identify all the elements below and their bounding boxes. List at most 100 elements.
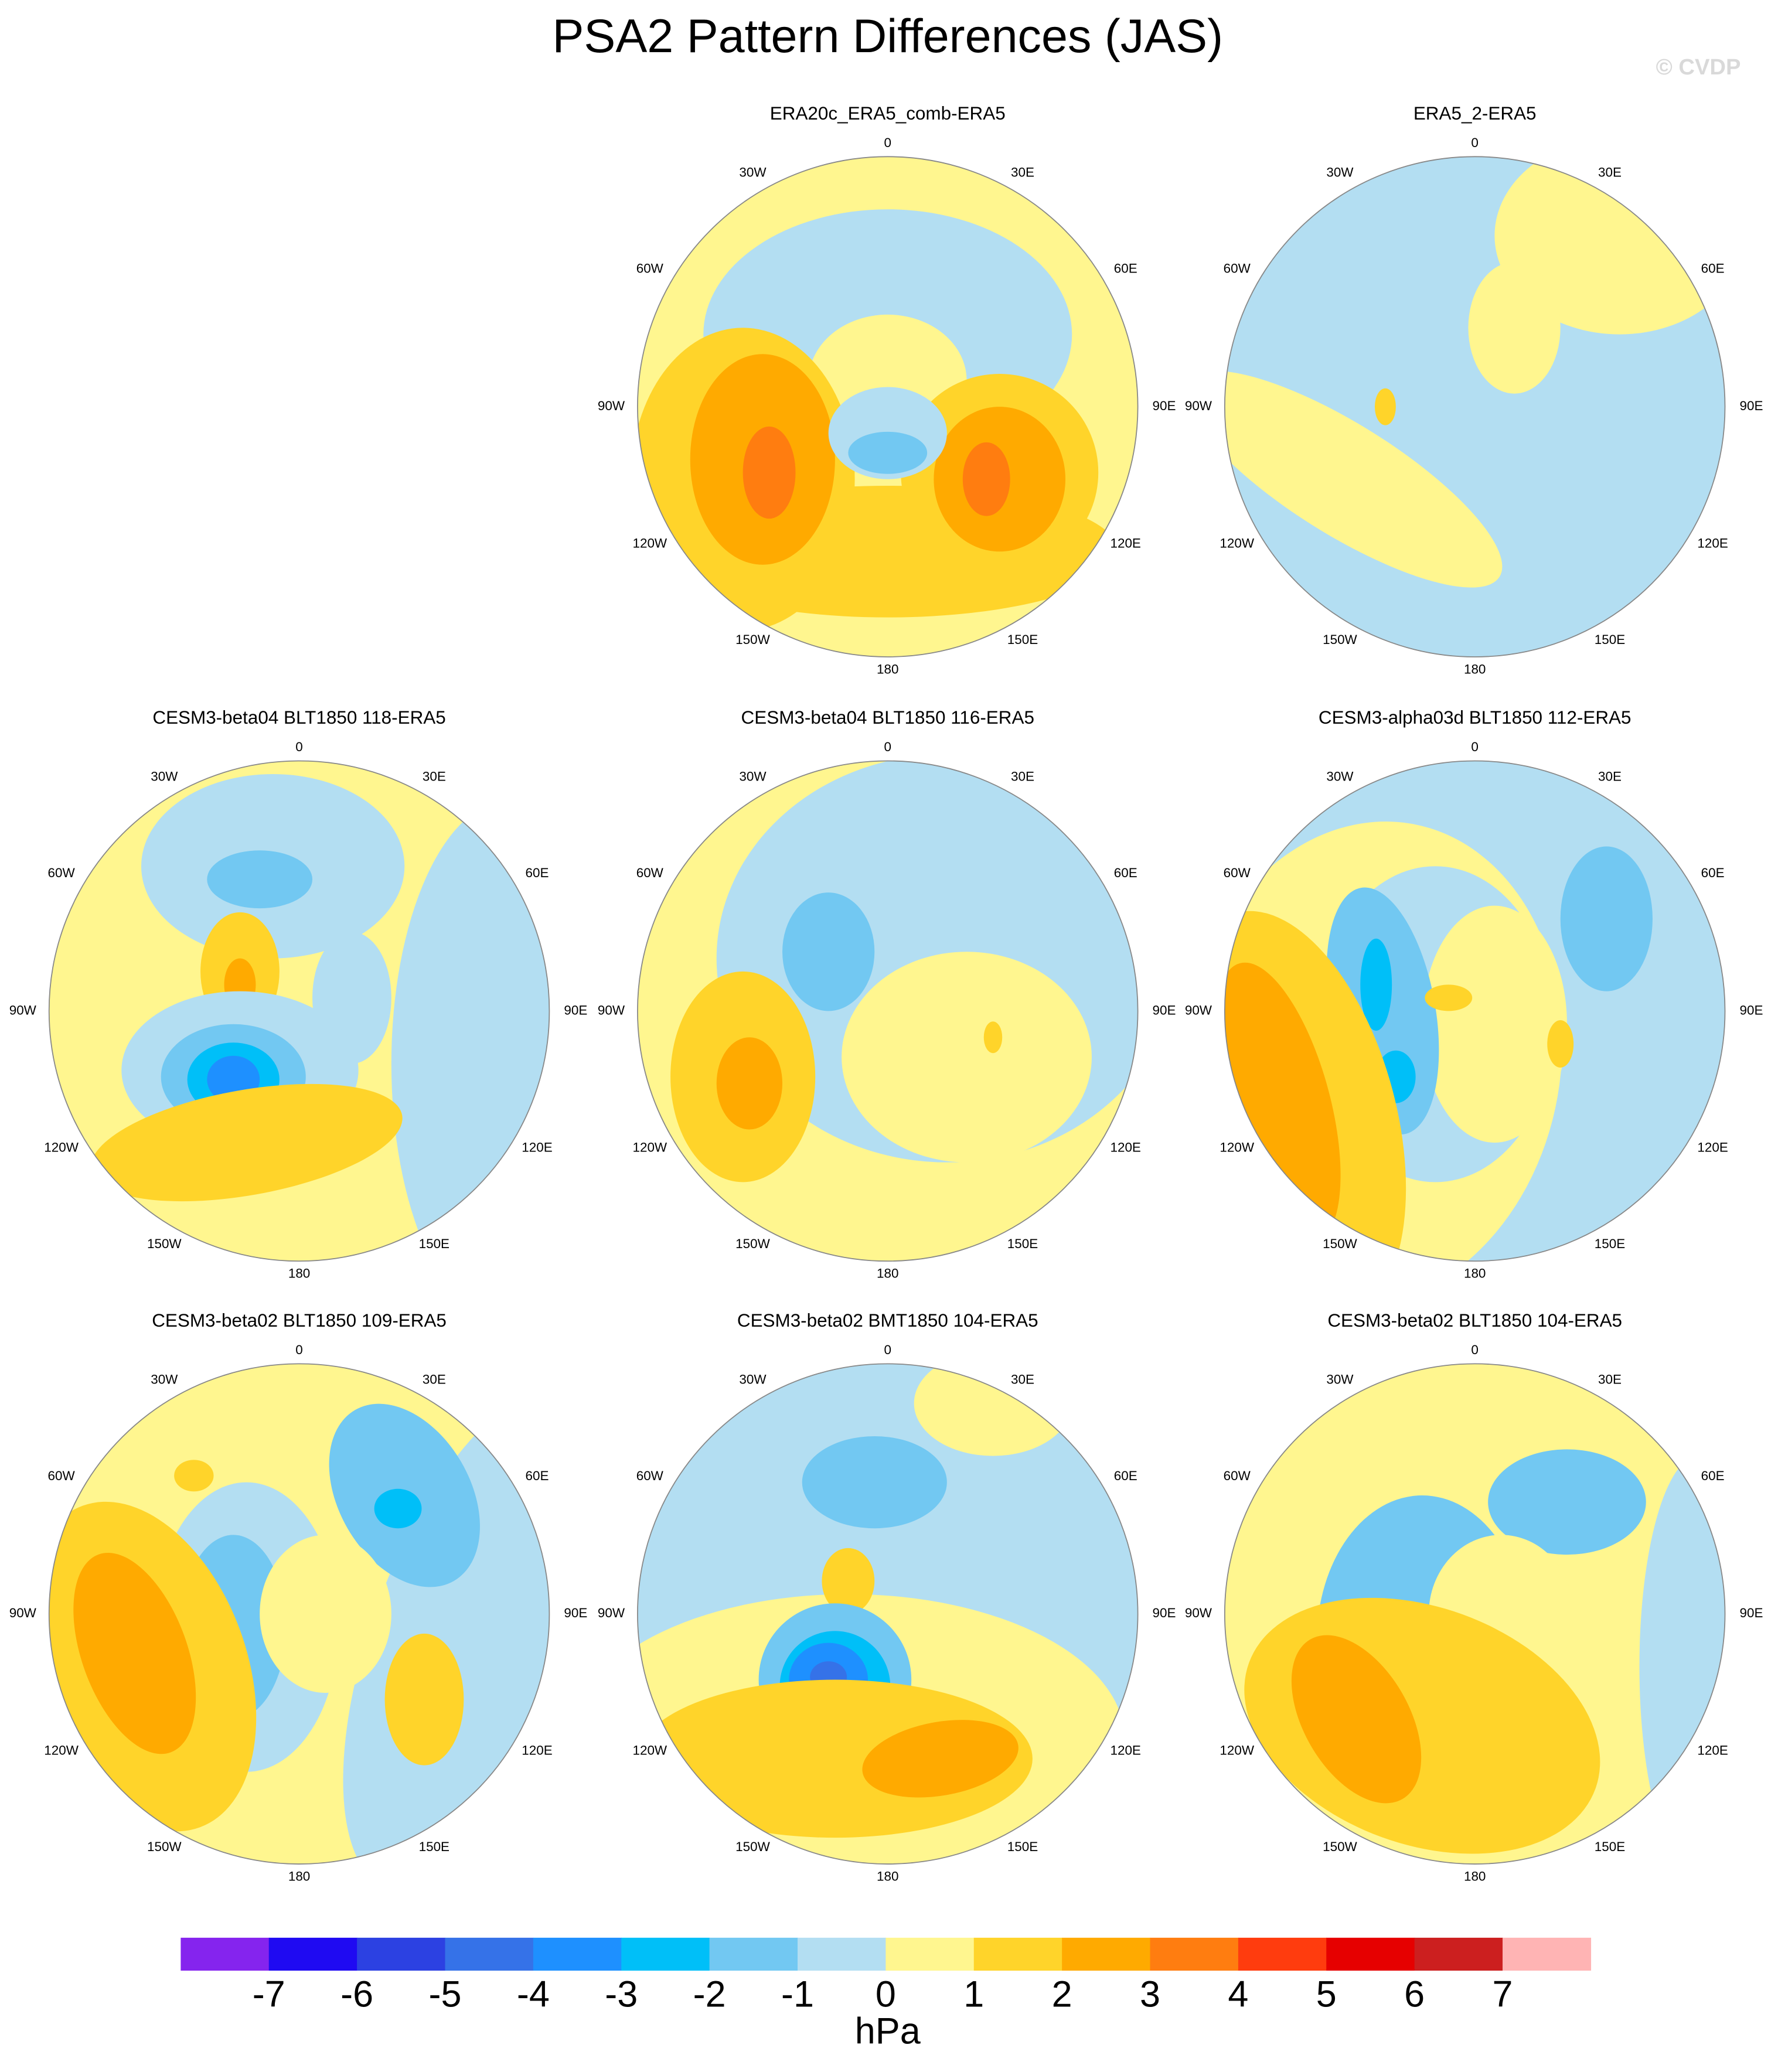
longitude-label: 150W: [1323, 1236, 1357, 1251]
colorbar-box: [1414, 1937, 1503, 1971]
contour-fill: [391, 800, 550, 1262]
contour-fill: [848, 431, 928, 474]
map-field: [637, 156, 1138, 657]
map-field: [1224, 761, 1725, 1262]
longitude-label: 90E: [1739, 1003, 1763, 1017]
contour-fill: [802, 1436, 947, 1529]
longitude-label: 90E: [1739, 1606, 1763, 1620]
contour-fill: [384, 1633, 464, 1766]
longitude-label: 90W: [1185, 1003, 1212, 1017]
contour-fill: [1425, 984, 1473, 1011]
longitude-label: 150E: [419, 1839, 449, 1854]
panel-title: ERA5_2-ERA5: [1413, 103, 1537, 124]
longitude-label: 30E: [1598, 1372, 1622, 1386]
longitude-label: 60E: [1114, 1468, 1137, 1483]
map-border: [637, 760, 1139, 1262]
colorbar-box: [709, 1937, 798, 1971]
colorbar-label: -6: [340, 1974, 373, 2015]
colorbar-label: 4: [1228, 1974, 1248, 2015]
colorbar-box: [1238, 1937, 1327, 1971]
longitude-label: 90E: [564, 1606, 587, 1620]
longitude-label: 60W: [1224, 865, 1251, 880]
colorbar-box: [180, 1937, 270, 1971]
longitude-label: 30E: [1011, 769, 1034, 783]
longitude-label: 150W: [147, 1236, 182, 1251]
contour-fill: [1468, 262, 1561, 394]
map-border: [637, 156, 1139, 657]
longitude-label: 120W: [632, 1743, 667, 1758]
contour-fill: [1374, 388, 1396, 425]
longitude-label: 60E: [1114, 865, 1137, 880]
longitude-label: 30E: [423, 1372, 446, 1386]
longitude-label: 90W: [598, 398, 625, 413]
longitude-label: 90W: [9, 1003, 37, 1017]
longitude-label: 120W: [44, 1743, 79, 1758]
contour-fill: [862, 1720, 1019, 1798]
longitude-label: 180: [288, 1869, 310, 1883]
longitude-label: 120W: [44, 1140, 79, 1155]
colorbar-box: [1503, 1937, 1592, 1971]
contour-fill: [174, 1460, 214, 1492]
longitude-label: 150W: [1323, 632, 1357, 647]
longitude-label: 60W: [636, 1468, 664, 1483]
contour-fill: [374, 1488, 422, 1529]
longitude-label: 90W: [1185, 398, 1212, 413]
panel-title: CESM3-beta04 BLT1850 118-ERA5: [152, 707, 445, 728]
panel-title: ERA20c_ERA5_comb-ERA5: [770, 103, 1006, 124]
colorbar-box: [1062, 1937, 1151, 1971]
map-field: [637, 761, 1138, 1262]
colorbar-label: -2: [693, 1974, 726, 2015]
colorbar-box: [885, 1937, 975, 1971]
longitude-label: 0: [1471, 1342, 1479, 1357]
longitude-label: 120W: [632, 1140, 667, 1155]
contour-fill: [983, 1021, 1003, 1054]
longitude-label: 180: [288, 1266, 310, 1281]
contour-fill: [842, 952, 1092, 1163]
longitude-label: 180: [877, 662, 898, 676]
contour-fill: [1360, 938, 1392, 1031]
figure-title: PSA2 Pattern Differences (JAS): [552, 10, 1223, 63]
colorbar-label: 3: [1140, 1974, 1160, 2015]
longitude-label: 60E: [1701, 865, 1725, 880]
longitude-label: 30E: [1598, 165, 1622, 179]
longitude-label: 180: [877, 1869, 898, 1883]
longitude-label: 120W: [1220, 536, 1254, 550]
longitude-label: 150W: [735, 632, 770, 647]
contour-fill: [1422, 905, 1567, 1143]
longitude-label: 90E: [1153, 398, 1176, 413]
longitude-label: 90E: [564, 1003, 587, 1017]
colorbar-label: 6: [1404, 1974, 1425, 2015]
colorbar-box: [798, 1937, 887, 1971]
longitude-label: 30E: [423, 769, 446, 783]
contour-fill: [1639, 1456, 1725, 1865]
longitude-label: 120E: [1110, 1140, 1140, 1155]
panel-title: CESM3-beta02 BLT1850 104-ERA5: [1327, 1310, 1622, 1331]
longitude-label: 30W: [151, 1372, 178, 1386]
map-field: [49, 761, 550, 1262]
longitude-label: 30W: [1326, 769, 1354, 783]
longitude-label: 60W: [636, 261, 664, 276]
longitude-label: 0: [884, 135, 892, 150]
longitude-label: 120W: [1220, 1140, 1254, 1155]
longitude-label: 30E: [1598, 769, 1622, 783]
longitude-label: 150E: [1007, 632, 1038, 647]
longitude-label: 180: [1464, 662, 1486, 676]
colorbar-box: [357, 1937, 446, 1971]
contour-fill: [1488, 1449, 1646, 1555]
longitude-label: 30W: [739, 1372, 767, 1386]
contour-fill: [1291, 1635, 1422, 1804]
panel-title: CESM3-beta02 BMT1850 104-ERA5: [737, 1310, 1038, 1331]
colorbar-unit: hPa: [855, 2010, 921, 2051]
colorbar-box: [445, 1937, 534, 1971]
longitude-label: 120E: [522, 1743, 552, 1758]
colorbar-box: [621, 1937, 710, 1971]
longitude-label: 0: [884, 1342, 892, 1357]
longitude-label: 150E: [1595, 1236, 1625, 1251]
longitude-label: 60E: [526, 865, 549, 880]
colorbar-box: [1150, 1937, 1239, 1971]
contour-fill: [1224, 370, 1503, 588]
longitude-label: 120E: [1697, 536, 1728, 550]
map-field: [49, 1364, 550, 1865]
colorbar-label: 5: [1316, 1974, 1337, 2015]
